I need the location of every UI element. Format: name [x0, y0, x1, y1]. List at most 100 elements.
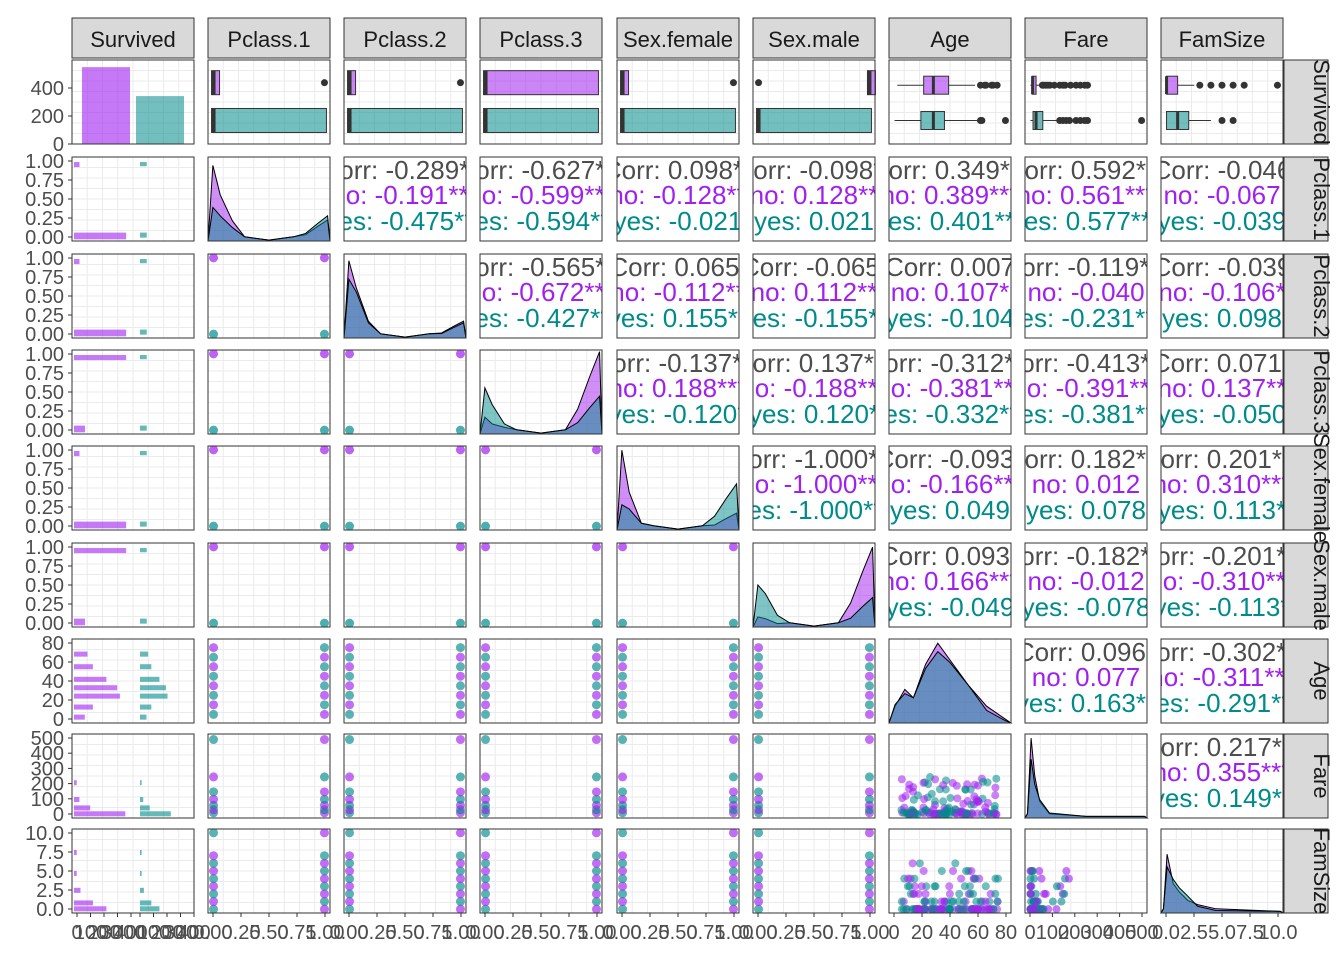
- panel-bg: [889, 350, 1011, 434]
- right-strip-pclass-3: [1283, 349, 1329, 435]
- scatter-point: [209, 445, 219, 455]
- scatter-point: [345, 618, 355, 628]
- panel-border: [888, 638, 1012, 724]
- scatter-point: [618, 858, 628, 868]
- scatter-point: [345, 662, 355, 672]
- outlier: [1229, 81, 1237, 89]
- scatter-point: [618, 866, 628, 876]
- panel-grid: [208, 350, 330, 434]
- panel-grid: [72, 829, 194, 913]
- scatter-point: [955, 889, 964, 898]
- panel-border: [616, 349, 740, 435]
- scatter-point: [728, 709, 738, 719]
- y-tick-label: 200: [31, 106, 64, 128]
- scatter-point: [455, 618, 465, 628]
- scatter-point: [455, 787, 465, 797]
- scatter-point: [319, 828, 329, 838]
- panel-bg: [1161, 734, 1283, 818]
- y-tick-label: 0.25: [25, 497, 64, 519]
- panel-grid: [208, 254, 330, 338]
- scatter-point: [209, 904, 219, 914]
- corr-overall: Corr: -0.098**: [735, 155, 894, 185]
- scatter-point: [618, 690, 628, 700]
- hist-bar: [74, 780, 77, 786]
- scatter-point: [591, 652, 601, 662]
- scatter-point: [946, 807, 955, 816]
- panel-grid: [889, 60, 1011, 144]
- right-strip-label: FamSize: [1309, 828, 1334, 915]
- corr-yes: yes: 0.120*: [749, 399, 879, 429]
- y-tick-label: 40: [42, 671, 64, 693]
- scatter-point: [455, 772, 465, 782]
- scatter-point: [967, 867, 976, 875]
- scatter-point: [1027, 897, 1036, 906]
- panel-border: [207, 445, 331, 531]
- x-tick-label: 20: [911, 922, 933, 944]
- top-strip-age: [888, 17, 1012, 59]
- scatter-point: [481, 643, 491, 653]
- scatter-point: [319, 690, 329, 700]
- scatter-point: [209, 709, 219, 719]
- right-strip-survived: [1283, 59, 1329, 145]
- scatter-point: [864, 828, 874, 838]
- scatter-point: [864, 881, 874, 891]
- scatter-point: [992, 774, 1001, 783]
- scatter-point: [319, 652, 329, 662]
- scatter-point: [319, 662, 329, 672]
- scatter-point: [209, 700, 219, 710]
- corr-no: no: -0.112**: [610, 277, 745, 307]
- corr-no: no: -1.000***: [740, 469, 887, 499]
- density-yes: [1024, 759, 1149, 819]
- scatter-point: [864, 681, 874, 691]
- scatter-point: [455, 643, 465, 653]
- scatter-point: [319, 709, 329, 719]
- scatter-point: [920, 795, 929, 804]
- right-strip-fare: [1283, 733, 1329, 819]
- scatter-point: [455, 897, 465, 907]
- hist-bar: [74, 797, 80, 803]
- panel-grid: [1025, 829, 1147, 913]
- scatter-point: [754, 787, 764, 797]
- hist-bar: [74, 664, 93, 670]
- corr-yes: yes: 0.021: [754, 206, 874, 236]
- panel-grid: [344, 350, 466, 434]
- corr-overall: Corr: 0.065.: [609, 252, 746, 282]
- y-tick-label: 500: [31, 728, 64, 750]
- scatter-point: [1041, 889, 1050, 898]
- corr-no: no: 0.107*: [891, 277, 1010, 307]
- scatter-point: [345, 794, 355, 804]
- x-tick-label: 1.00: [851, 922, 890, 944]
- right-strip-pclass-2: [1283, 253, 1329, 339]
- scatter-point: [728, 618, 738, 628]
- y-tick-label: 0: [53, 134, 64, 156]
- corr-no: no: -0.599***: [467, 180, 614, 210]
- hist-bar: [74, 548, 127, 554]
- panel-grid: [72, 543, 194, 627]
- panel-bg: [889, 254, 1011, 338]
- scatter-point: [455, 828, 465, 838]
- scatter-point: [209, 897, 219, 907]
- scatter-point: [971, 874, 980, 883]
- hist-bar: [74, 693, 120, 699]
- scatter-point: [939, 781, 948, 790]
- panel-border: [752, 638, 876, 724]
- y-tick-label: 20: [42, 690, 64, 712]
- corr-cell: Corr: -1.000***no: -1.000***yes: -1.000*…: [740, 446, 887, 525]
- corr-overall: Corr: -0.627***: [456, 155, 625, 185]
- corr-yes: yes: 0.155**: [608, 303, 748, 333]
- scatter-point: [455, 866, 465, 876]
- corr-no: no: -0.128**: [609, 180, 746, 210]
- hist-bar: [140, 887, 144, 893]
- scatter-point: [319, 851, 329, 861]
- hist-bar: [140, 651, 149, 657]
- panel-bg: [1161, 254, 1283, 338]
- scatter-point: [345, 349, 355, 359]
- top-strip-sex-male: [752, 17, 876, 59]
- scatter-point: [455, 425, 465, 435]
- scatter-point: [319, 671, 329, 681]
- scatter-point: [481, 662, 491, 672]
- scatter-point: [901, 792, 910, 801]
- x-tick-label: 1.00: [715, 922, 754, 944]
